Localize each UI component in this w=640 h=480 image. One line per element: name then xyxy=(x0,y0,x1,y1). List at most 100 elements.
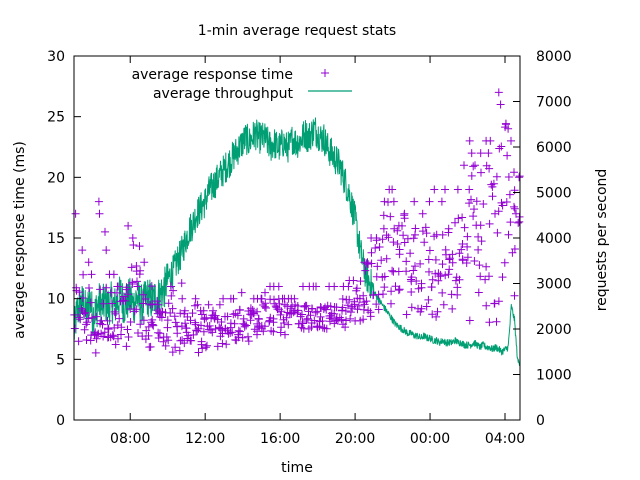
response-point xyxy=(500,258,509,267)
response-point xyxy=(164,336,173,345)
response-point xyxy=(474,288,483,297)
response-point xyxy=(316,312,325,321)
response-point xyxy=(488,182,497,191)
plot-border xyxy=(73,55,521,421)
response-point xyxy=(202,313,211,322)
y2-tick-label: 1000 xyxy=(536,368,572,384)
response-point xyxy=(374,305,383,314)
response-point xyxy=(416,259,425,268)
response-point xyxy=(489,179,498,188)
response-point xyxy=(469,162,478,171)
response-point xyxy=(249,309,258,318)
response-point xyxy=(228,328,237,337)
y2-tick-label: 2000 xyxy=(536,322,572,338)
x-tick-label: 08:00 xyxy=(110,431,150,447)
response-point xyxy=(110,307,119,316)
response-point xyxy=(194,348,203,357)
response-point xyxy=(204,300,213,309)
response-point xyxy=(402,257,411,266)
response-point xyxy=(356,277,365,286)
throughput-line xyxy=(73,117,521,366)
response-point xyxy=(434,276,443,285)
response-point xyxy=(430,185,439,194)
response-point xyxy=(453,283,462,292)
legend-plus-icon xyxy=(321,69,329,77)
response-point xyxy=(170,312,179,321)
response-point xyxy=(512,209,520,218)
response-point xyxy=(91,348,100,357)
response-point xyxy=(148,320,157,329)
x-tick-label: 04:00 xyxy=(485,431,525,447)
response-point xyxy=(424,255,433,264)
response-point xyxy=(141,335,150,344)
y-tick-label: 25 xyxy=(47,110,65,126)
response-point xyxy=(506,218,515,227)
response-point xyxy=(114,282,123,291)
response-point xyxy=(372,300,381,309)
response-point xyxy=(458,213,467,222)
response-point xyxy=(360,300,369,309)
response-point xyxy=(476,221,485,230)
response-point xyxy=(276,310,285,319)
response-point xyxy=(382,231,391,240)
response-point xyxy=(130,307,139,316)
response-point xyxy=(454,214,463,223)
response-point xyxy=(315,322,324,331)
response-point xyxy=(503,151,512,160)
response-point xyxy=(167,291,176,300)
response-point xyxy=(388,185,397,194)
response-point xyxy=(141,295,150,303)
response-point xyxy=(124,221,133,230)
y2-tick-label: 4000 xyxy=(536,231,572,247)
response-point xyxy=(393,226,402,235)
response-point xyxy=(514,218,523,227)
response-point xyxy=(451,276,460,285)
response-point xyxy=(246,316,255,325)
response-point xyxy=(436,272,445,281)
response-point xyxy=(300,302,309,311)
response-point xyxy=(199,327,208,336)
response-point xyxy=(504,173,513,181)
response-point xyxy=(495,144,504,153)
response-point xyxy=(149,321,158,330)
response-point xyxy=(162,333,171,341)
response-point xyxy=(393,240,402,248)
response-point xyxy=(84,314,93,323)
response-point xyxy=(233,311,242,320)
response-point xyxy=(409,266,418,275)
response-point xyxy=(453,290,462,299)
response-point xyxy=(154,300,163,309)
response-point xyxy=(431,255,440,264)
response-point xyxy=(154,328,163,337)
response-point xyxy=(191,294,200,303)
response-point xyxy=(290,294,299,303)
response-point xyxy=(81,308,90,317)
y-tick-label: 30 xyxy=(47,49,65,65)
response-point xyxy=(197,321,205,330)
response-point xyxy=(171,343,180,352)
response-point xyxy=(407,303,416,312)
response-point xyxy=(117,323,126,332)
response-point xyxy=(186,316,195,325)
response-point xyxy=(445,255,454,264)
response-point xyxy=(199,306,208,315)
response-point xyxy=(373,262,382,271)
response-point xyxy=(244,332,252,341)
response-point xyxy=(253,330,261,339)
response-point xyxy=(242,321,251,330)
response-point xyxy=(78,246,87,255)
response-point xyxy=(318,323,327,332)
response-point xyxy=(485,164,494,173)
response-point xyxy=(467,171,476,180)
response-point xyxy=(178,294,187,303)
response-point xyxy=(107,299,116,308)
response-point xyxy=(85,284,93,292)
response-point xyxy=(236,327,245,336)
response-point xyxy=(494,207,503,216)
response-point xyxy=(281,330,289,339)
response-point xyxy=(219,294,228,303)
response-point xyxy=(451,218,459,227)
response-point xyxy=(277,307,286,316)
response-point xyxy=(438,230,447,239)
response-point xyxy=(197,337,206,346)
